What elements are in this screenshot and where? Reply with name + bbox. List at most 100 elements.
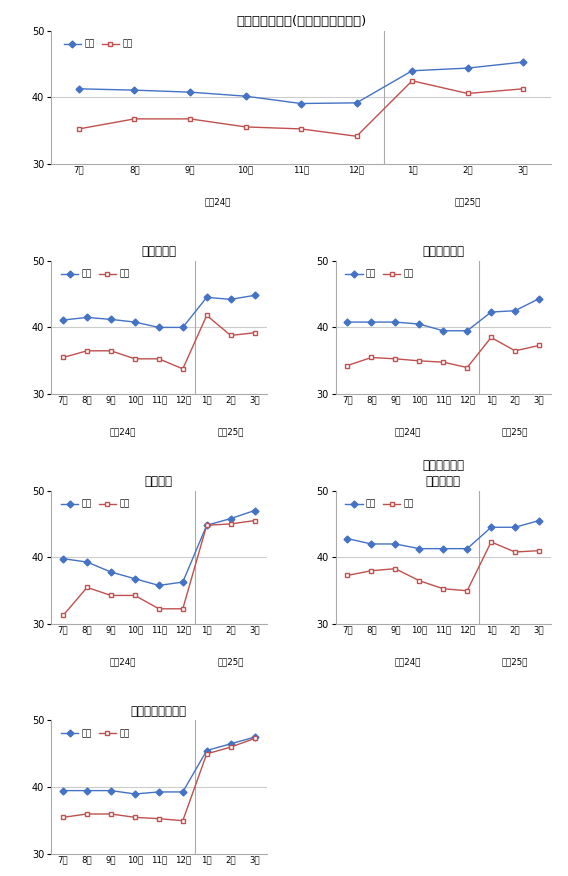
試験 [203, 749, 210, 759]
Line: 試験: 試験 [345, 335, 541, 370]
Text: 平成25年: 平成25年 [502, 658, 528, 667]
Legend: 訪問, 試験: 訪問, 試験 [60, 36, 136, 53]
試験 [536, 546, 542, 556]
試験 [203, 310, 210, 321]
訪問 [203, 745, 210, 756]
試験 [203, 520, 210, 531]
訪問 [156, 580, 162, 590]
Line: 訪問: 訪問 [61, 735, 257, 796]
Text: 平成24年: 平成24年 [204, 198, 231, 207]
Title: 收入の増え方: 收入の増え方 [422, 245, 464, 258]
訪問 [409, 66, 416, 76]
Title: 暮らし向き: 暮らし向き [141, 245, 176, 258]
訪問 [131, 85, 138, 95]
訪問 [83, 312, 90, 322]
訪問 [60, 314, 66, 325]
試験 [156, 814, 162, 824]
試験 [156, 354, 162, 364]
Text: 平成24年: 平成24年 [110, 658, 136, 667]
訪問 [488, 522, 495, 533]
Line: 訪問: 訪問 [77, 60, 525, 106]
訪問 [392, 539, 399, 549]
訪問 [132, 788, 139, 799]
訪問 [60, 554, 66, 564]
試験 [463, 585, 470, 596]
Line: 試験: 試験 [345, 540, 541, 593]
試験 [179, 364, 186, 374]
試験 [440, 357, 446, 367]
試験 [392, 354, 399, 364]
訪問 [416, 319, 423, 329]
訪問 [186, 87, 193, 97]
Line: 訪問: 訪問 [61, 508, 257, 588]
試験 [368, 565, 375, 576]
訪問 [156, 787, 162, 797]
訪問 [488, 307, 495, 317]
Line: 訪問: 訪問 [345, 296, 541, 333]
Title: 耕久消費財の
買い時判断: 耕久消費財の 買い時判断 [422, 459, 464, 488]
Line: 試験: 試験 [77, 78, 525, 138]
試験 [416, 356, 423, 366]
訪問 [227, 513, 234, 524]
Line: 試験: 試験 [61, 736, 257, 823]
試験 [83, 809, 90, 819]
試験 [107, 590, 114, 601]
訪問 [463, 543, 470, 554]
訪問 [132, 317, 139, 328]
試験 [60, 352, 66, 363]
訪問 [536, 293, 542, 304]
訪問 [344, 317, 351, 328]
試験 [463, 363, 470, 373]
試験 [60, 812, 66, 823]
試験 [242, 122, 249, 132]
訪問 [179, 576, 186, 587]
Legend: 訪問, 試験: 訪問, 試験 [342, 496, 417, 512]
訪問 [464, 63, 471, 74]
訪問 [179, 787, 186, 797]
試験 [132, 354, 139, 364]
試験 [520, 83, 527, 94]
訪問 [536, 515, 542, 526]
訪問 [520, 57, 527, 67]
訪問 [392, 317, 399, 328]
Legend: 訪問, 試験: 訪問, 試験 [342, 266, 417, 282]
訪問 [512, 306, 519, 316]
試験 [344, 570, 351, 581]
Text: 平成24年: 平成24年 [394, 427, 420, 436]
訪問 [344, 533, 351, 544]
試験 [132, 590, 139, 601]
訪問 [251, 290, 258, 300]
訪問 [353, 97, 360, 108]
試験 [227, 519, 234, 529]
試験 [512, 345, 519, 356]
Text: 平成25年: 平成25年 [454, 198, 481, 207]
試験 [251, 515, 258, 526]
試験 [392, 563, 399, 574]
試験 [251, 733, 258, 744]
訪問 [512, 522, 519, 533]
訪問 [463, 326, 470, 336]
試験 [227, 742, 234, 752]
試験 [536, 340, 542, 350]
訪問 [227, 294, 234, 305]
試験 [409, 75, 416, 86]
試験 [132, 812, 139, 823]
訪問 [440, 543, 446, 554]
試験 [156, 604, 162, 614]
試験 [60, 611, 66, 621]
Line: 試験: 試験 [61, 313, 257, 371]
訪問 [368, 539, 375, 549]
Legend: 訪問, 試験: 訪問, 試験 [57, 496, 133, 512]
Text: 平成25年: 平成25年 [502, 427, 528, 436]
試験 [368, 352, 375, 363]
訪問 [156, 322, 162, 333]
試験 [298, 124, 304, 134]
Title: 資産価値の増え方: 資産価値の増え方 [131, 705, 187, 717]
試験 [186, 114, 193, 124]
訪問 [416, 543, 423, 554]
試験 [344, 360, 351, 371]
試験 [512, 547, 519, 557]
試験 [107, 809, 114, 819]
Title: 雇用環境: 雇用環境 [145, 475, 173, 488]
Line: 試験: 試験 [61, 518, 257, 618]
